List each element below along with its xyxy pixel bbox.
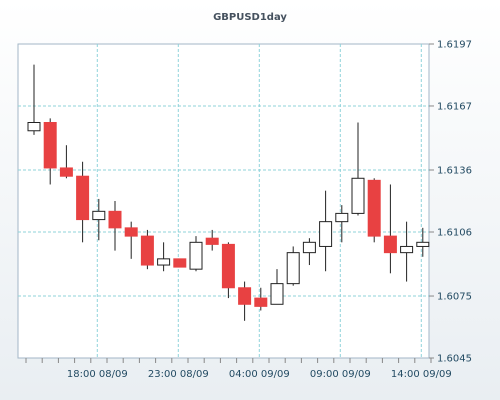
candle-body-bearish	[59, 167, 73, 177]
candle-body-bullish	[302, 241, 316, 254]
candle-body-bearish	[221, 243, 235, 289]
x-tick-label: 18:00 08/09	[67, 369, 128, 380]
y-tick-label: 1.6075	[437, 292, 472, 303]
candle-body-bearish	[124, 227, 138, 237]
chart-title: GBPUSD1day	[213, 12, 287, 23]
candle-body-bearish	[43, 122, 57, 169]
candle-body-bearish	[367, 179, 381, 237]
candle-body-bearish	[140, 235, 154, 266]
candle-body-bearish	[173, 258, 187, 268]
candle-body-bullish	[270, 283, 284, 305]
candle-body-bearish	[254, 297, 268, 307]
x-tick-label: 14:00 09/09	[391, 369, 452, 380]
x-tick-label: 09:00 09/09	[310, 369, 371, 380]
candle-body-bullish	[189, 241, 203, 270]
candle-layer	[27, 64, 430, 321]
x-tick-label: 23:00 08/09	[148, 369, 209, 380]
candle-body-bullish	[351, 177, 365, 214]
candle-body-bearish	[108, 210, 122, 229]
candle-body-bullish	[157, 258, 171, 266]
y-tick-label: 1.6197	[437, 40, 472, 51]
candle-body-bullish	[27, 122, 41, 132]
axis-layer: 1.6045 1.6075 1.6106 1.6136 1.6167 1.6197 18:0…	[25, 40, 472, 380]
candle-body-bullish	[335, 212, 349, 223]
candle-body-bullish	[416, 241, 430, 247]
candle-body-bearish	[76, 175, 90, 221]
candle-body-bullish	[400, 245, 414, 254]
y-tick-label: 1.6136	[437, 166, 472, 177]
candle-body-bullish	[319, 221, 333, 247]
y-tick-label: 1.6045	[437, 354, 472, 365]
candle-body-bullish	[286, 252, 300, 285]
candle-body-bearish	[238, 287, 252, 305]
x-tick-label: 04:00 09/09	[229, 369, 290, 380]
candle-body-bullish	[92, 210, 106, 221]
candle-body-bearish	[383, 235, 397, 254]
y-tick-label: 1.6106	[437, 227, 472, 238]
candle-body-bearish	[205, 237, 219, 245]
y-tick-label: 1.6167	[437, 101, 472, 112]
